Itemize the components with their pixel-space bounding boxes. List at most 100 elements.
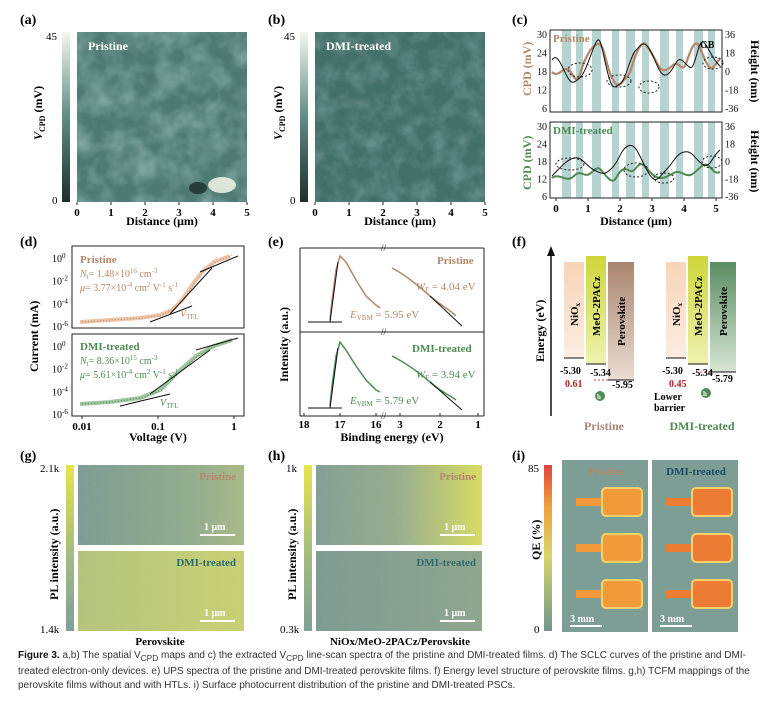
xtick-d-label: 0.1 xyxy=(151,421,165,433)
xtick-e-label: 16 xyxy=(371,419,383,431)
h-top-label: Pristine xyxy=(439,471,476,483)
ytick-d: 10-2 xyxy=(52,363,68,376)
layer-pvk-dmi: Perovskite xyxy=(718,287,730,336)
svg-text://: // xyxy=(381,327,387,337)
xlabel-e: Binding energy (eV) xyxy=(340,430,443,444)
cell-lead xyxy=(666,590,696,598)
cpd-tick-top: 18 xyxy=(537,67,547,78)
layer-pvk-pristine: Perovskite xyxy=(616,297,628,346)
ylabel-h: PL intensity (a.u.) xyxy=(285,509,299,600)
f-pristine-pvk: -5.95 xyxy=(612,380,633,391)
bar-meo-pristine xyxy=(586,256,606,364)
svg-text://: // xyxy=(381,411,387,421)
xtick-a-label: 0 xyxy=(74,207,80,219)
d-pristine-mu: μ= 3.77×10-4 cm2 V-1 s-1 xyxy=(79,281,179,294)
bar-nio-dmi xyxy=(666,262,686,358)
plot-frame-d-top xyxy=(71,245,245,329)
height-tick-bottom: 18 xyxy=(725,140,735,151)
gb-band xyxy=(642,30,649,112)
e-pristine-evbm: EVBM = 5.95 eV xyxy=(349,309,419,322)
xtick-b-label: 1 xyxy=(346,207,352,219)
sample-label-c-top: Pristine xyxy=(553,33,590,45)
gb-band xyxy=(612,30,619,112)
xtick-a-label: 3 xyxy=(176,207,182,219)
ylabel-i: QE (%) xyxy=(529,520,543,560)
colorbar-i xyxy=(544,465,552,631)
xlabel-h: NiOx/MeO-2PACz/Perovskite xyxy=(330,636,470,645)
ylabel-f: Energy (eV) xyxy=(533,300,547,362)
xtick-a-label: 2 xyxy=(142,207,148,219)
cb-min-h: 0.3k xyxy=(280,624,300,636)
cb-min-g: 1.4k xyxy=(40,624,60,636)
e-dmi-evbm: EVBM = 5.79 eV xyxy=(349,395,419,408)
panel-e: (e) // // // Pristine WF = 4.04 eV EVBM … xyxy=(268,235,485,444)
gb-band xyxy=(676,122,683,198)
panel-label-h: (h) xyxy=(268,449,285,464)
f-pristine-nio: -5.30 xyxy=(560,366,581,377)
gb-label: GB xyxy=(700,40,715,51)
cb-max-a: 45 xyxy=(46,31,58,43)
cb-label-a: VCPD (mV) xyxy=(31,86,47,140)
xtick-a-label: 4 xyxy=(210,207,216,219)
cb-max-h: 1k xyxy=(286,463,298,475)
g-bottom-label: DMI-treated xyxy=(176,557,236,569)
f-dmi-nio: -5.30 xyxy=(662,366,683,377)
d-pristine-nt: Nt= 1.48×1016 cm-3 xyxy=(79,267,158,281)
bar-pvk-dmi xyxy=(710,262,736,372)
gb-band xyxy=(642,122,649,198)
gb-band xyxy=(694,30,703,112)
cpd-line-dmi xyxy=(551,163,721,182)
cell-lead xyxy=(576,498,606,506)
ylabel-c-bottom-right: Height (nm) xyxy=(748,130,762,192)
cpd-tick-bottom: 18 xyxy=(537,157,547,168)
cell-lead xyxy=(576,590,606,598)
panel-label-e: (e) xyxy=(268,235,284,250)
xtick-a-label: 5 xyxy=(244,207,250,219)
f-dmi-pvk: -5.79 xyxy=(712,374,733,385)
ylabel-d: Current (mA) xyxy=(27,301,41,372)
g-scale-top: 1 μm xyxy=(204,522,226,533)
gb-band xyxy=(562,122,571,198)
e-pristine-wf: WF = 4.04 eV xyxy=(416,281,476,294)
xticks-c: 0 1 2 3 4 5 xyxy=(553,198,719,215)
colorbar-a xyxy=(62,32,70,202)
f-pristine-barrier: 0.61 xyxy=(565,379,583,390)
xtick-b-label: 5 xyxy=(482,207,488,219)
cb-min-a: 0 xyxy=(52,195,58,207)
ylabel-c-bottom: CPD (mV) xyxy=(520,136,534,190)
sample-label-a: Pristine xyxy=(88,39,129,53)
panel-f: (f) Energy (eV) NiOx MeO-2PACz Perovskit… xyxy=(512,235,736,433)
cpd-tick-top: 12 xyxy=(537,86,547,97)
f-dmi-name: DMI-treated xyxy=(669,419,734,433)
gb-band xyxy=(562,30,571,112)
h-scale-bottom: 1 μm xyxy=(444,608,466,619)
panel-label-d: (d) xyxy=(20,235,37,250)
xtick-b-label: 2 xyxy=(380,207,386,219)
gb-band xyxy=(576,30,583,112)
svg-text:h: h xyxy=(703,390,707,398)
height-tick-bottom: -18 xyxy=(725,175,738,186)
plot-frame-c-bottom xyxy=(549,121,723,199)
xtick-d-label: 1 xyxy=(231,421,237,433)
height-tick-top: -18 xyxy=(725,86,738,97)
xtick-c-label: 5 xyxy=(713,203,719,215)
xtick-e-label: 2 xyxy=(437,419,443,431)
height-tick-top: 0 xyxy=(725,67,730,78)
caption-fig-number: Figure 3. xyxy=(18,650,60,661)
xlabel-c: Distance (μm) xyxy=(600,214,672,228)
panel-g: (g) 2.1k 1.4k PL intensity (a.u.) Pristi… xyxy=(20,449,244,645)
xticks-e: 18 17 16 3 2 1 xyxy=(299,413,481,431)
xtick-b-label: 3 xyxy=(414,207,420,219)
sample-label-c-bottom: DMI-treated xyxy=(553,125,613,137)
cb-max-i: 85 xyxy=(528,463,540,475)
cell-active-area xyxy=(601,533,643,563)
cpd-ticks-top: 30 24 18 12 6 xyxy=(537,30,547,115)
xtick-c-label: 4 xyxy=(681,203,687,215)
ups-cutoff-pristine xyxy=(329,254,381,321)
layer-nio-dmi: NiOx xyxy=(671,302,684,326)
d-dmi-mu: μ= 5.61×10-4 cm2 V-1 s-1 xyxy=(79,368,179,381)
panel-d: (d) Pristine Nt= 1.48×1016 cm-3 μ= 3.77×… xyxy=(20,235,245,444)
cb-min-b: 0 xyxy=(290,195,296,207)
